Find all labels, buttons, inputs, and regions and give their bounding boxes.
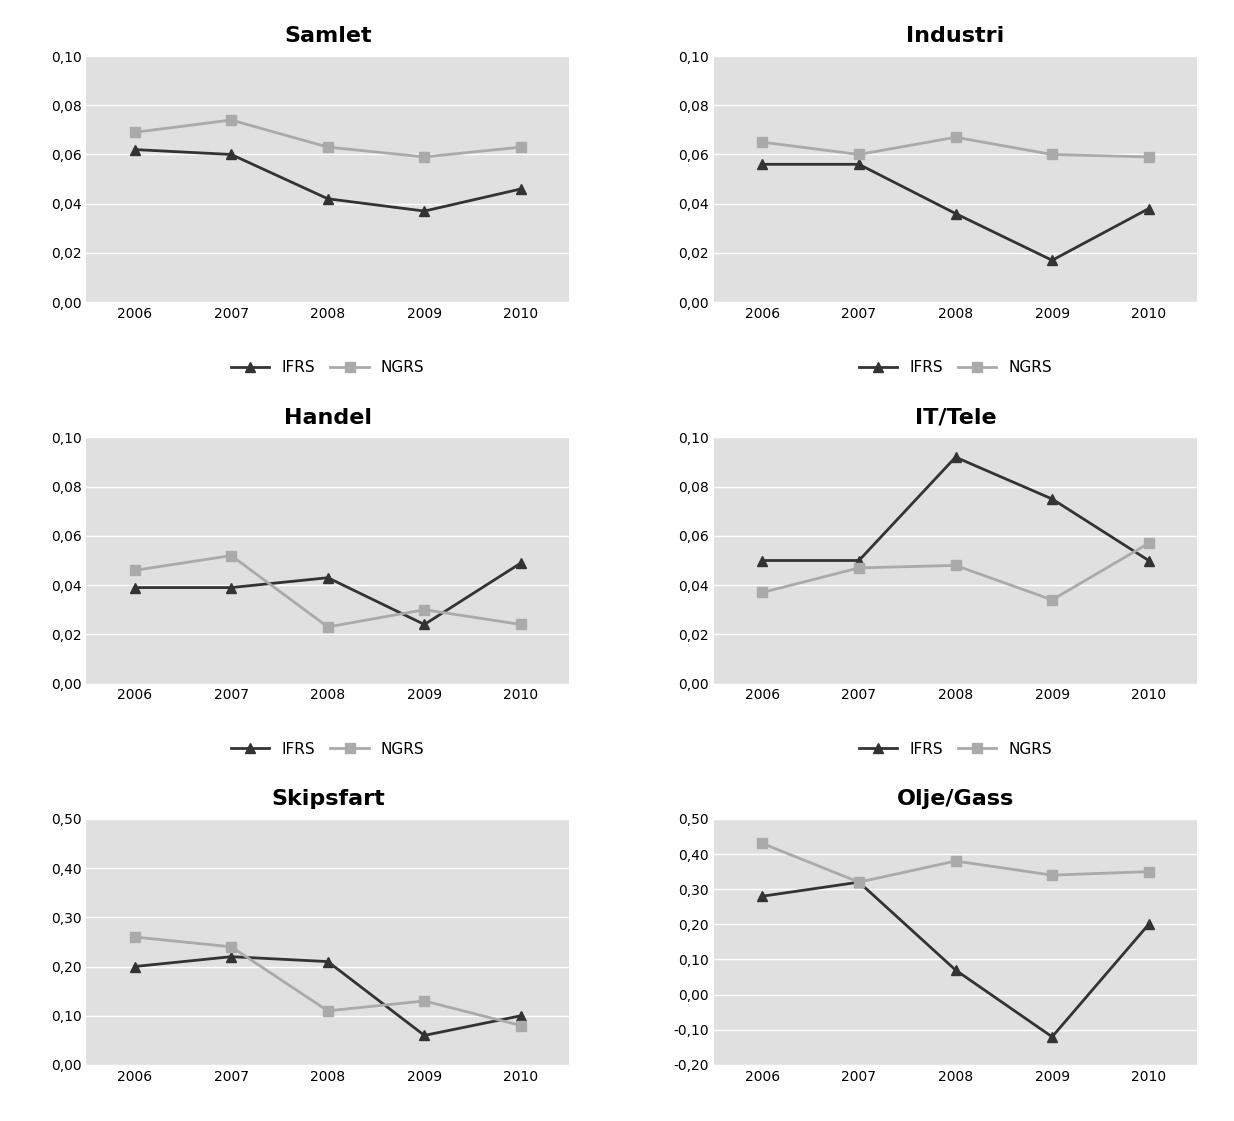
Line: NGRS: NGRS bbox=[130, 115, 526, 161]
NGRS bbox=[851, 876, 866, 889]
NGRS bbox=[1045, 869, 1060, 882]
IFRS bbox=[223, 148, 238, 161]
IFRS bbox=[755, 158, 770, 172]
IFRS bbox=[1141, 918, 1156, 932]
NGRS bbox=[1045, 148, 1060, 161]
NGRS bbox=[321, 620, 336, 633]
NGRS bbox=[127, 930, 142, 944]
IFRS bbox=[1045, 253, 1060, 267]
NGRS bbox=[223, 113, 238, 127]
NGRS bbox=[755, 836, 770, 850]
Line: IFRS: IFRS bbox=[758, 452, 1154, 565]
Legend: IFRS, NGRS: IFRS, NGRS bbox=[853, 354, 1059, 381]
IFRS bbox=[1141, 554, 1156, 567]
IFRS bbox=[851, 876, 866, 889]
Line: NGRS: NGRS bbox=[758, 839, 1154, 887]
NGRS bbox=[223, 941, 238, 954]
IFRS bbox=[417, 618, 432, 631]
Legend: IFRS, NGRS: IFRS, NGRS bbox=[225, 735, 431, 762]
IFRS bbox=[127, 960, 142, 973]
Line: NGRS: NGRS bbox=[130, 550, 526, 632]
IFRS bbox=[1141, 202, 1156, 215]
NGRS bbox=[321, 140, 336, 154]
NGRS bbox=[948, 854, 963, 868]
Line: NGRS: NGRS bbox=[130, 933, 526, 1030]
NGRS bbox=[851, 562, 866, 575]
IFRS bbox=[127, 142, 142, 156]
IFRS bbox=[755, 554, 770, 567]
IFRS bbox=[1045, 492, 1060, 506]
Title: Olje/Gass: Olje/Gass bbox=[897, 789, 1014, 809]
NGRS bbox=[1141, 150, 1156, 164]
Line: IFRS: IFRS bbox=[130, 558, 526, 629]
NGRS bbox=[948, 558, 963, 572]
IFRS bbox=[321, 571, 336, 584]
Title: Industri: Industri bbox=[907, 26, 1004, 46]
Title: Handel: Handel bbox=[284, 408, 371, 427]
Line: IFRS: IFRS bbox=[130, 145, 526, 216]
NGRS bbox=[321, 1004, 336, 1018]
Title: Samlet: Samlet bbox=[284, 26, 371, 46]
IFRS bbox=[513, 183, 528, 196]
Title: Skipsfart: Skipsfart bbox=[271, 789, 385, 809]
Line: NGRS: NGRS bbox=[758, 538, 1154, 604]
NGRS bbox=[948, 130, 963, 143]
IFRS bbox=[513, 1009, 528, 1022]
Legend: IFRS, NGRS: IFRS, NGRS bbox=[225, 1117, 431, 1121]
IFRS bbox=[851, 554, 866, 567]
Legend: IFRS, NGRS: IFRS, NGRS bbox=[853, 735, 1059, 762]
IFRS bbox=[851, 158, 866, 172]
NGRS bbox=[513, 618, 528, 631]
NGRS bbox=[755, 136, 770, 149]
IFRS bbox=[948, 206, 963, 220]
NGRS bbox=[127, 564, 142, 577]
IFRS bbox=[223, 581, 238, 594]
IFRS bbox=[417, 204, 432, 217]
NGRS bbox=[223, 549, 238, 563]
IFRS bbox=[321, 955, 336, 969]
NGRS bbox=[513, 1019, 528, 1032]
IFRS bbox=[127, 581, 142, 594]
Line: IFRS: IFRS bbox=[130, 952, 526, 1040]
IFRS bbox=[417, 1029, 432, 1043]
Title: IT/Tele: IT/Tele bbox=[914, 408, 996, 427]
IFRS bbox=[321, 192, 336, 205]
Legend: IFRS, NGRS: IFRS, NGRS bbox=[853, 1117, 1059, 1121]
IFRS bbox=[223, 949, 238, 963]
NGRS bbox=[417, 150, 432, 164]
IFRS bbox=[755, 889, 770, 902]
NGRS bbox=[1045, 593, 1060, 606]
NGRS bbox=[417, 603, 432, 617]
NGRS bbox=[1141, 537, 1156, 550]
IFRS bbox=[948, 963, 963, 976]
NGRS bbox=[1141, 865, 1156, 879]
Line: NGRS: NGRS bbox=[758, 132, 1154, 161]
NGRS bbox=[851, 148, 866, 161]
IFRS bbox=[1045, 1030, 1060, 1044]
Line: IFRS: IFRS bbox=[758, 159, 1154, 266]
NGRS bbox=[127, 126, 142, 139]
NGRS bbox=[513, 140, 528, 154]
IFRS bbox=[948, 451, 963, 464]
Line: IFRS: IFRS bbox=[758, 878, 1154, 1041]
Legend: IFRS, NGRS: IFRS, NGRS bbox=[225, 354, 431, 381]
NGRS bbox=[417, 994, 432, 1008]
IFRS bbox=[513, 556, 528, 569]
NGRS bbox=[755, 586, 770, 600]
